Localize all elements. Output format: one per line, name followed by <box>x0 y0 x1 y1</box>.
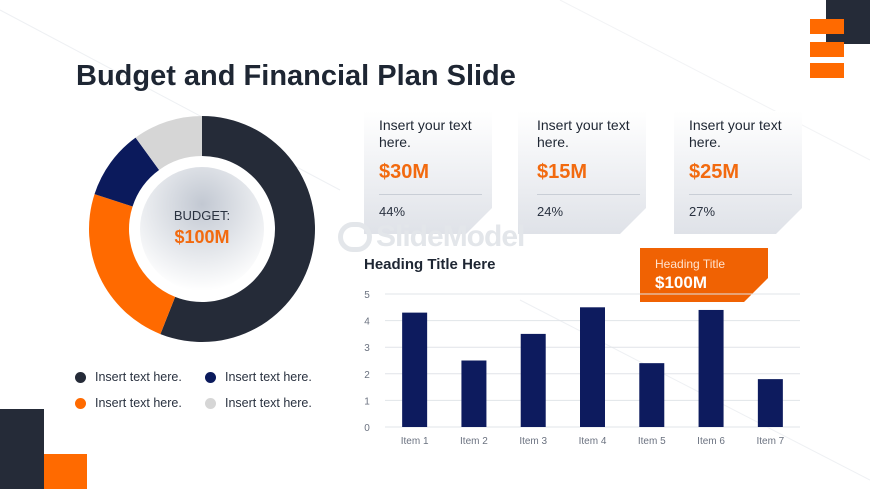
callout-label: Heading Title <box>655 257 726 271</box>
bar <box>639 363 665 427</box>
y-tick-label: 1 <box>364 396 370 407</box>
bar <box>402 312 428 427</box>
y-tick-label: 0 <box>364 423 370 434</box>
bar <box>520 333 546 427</box>
donut-segment <box>89 194 176 335</box>
y-tick-label: 4 <box>364 317 370 328</box>
legend-dot <box>205 371 216 383</box>
x-tick-label: Item 4 <box>579 436 607 447</box>
budget-value: $100M <box>174 227 230 247</box>
donut-segment <box>94 137 160 207</box>
card-value: $15M <box>537 161 588 183</box>
budget-donut-chart <box>89 116 316 342</box>
bar <box>580 307 605 427</box>
x-tick-label: Item 1 <box>401 436 429 447</box>
bar <box>698 309 724 427</box>
card-divider <box>379 194 482 195</box>
callout-value: $100M <box>655 273 707 292</box>
x-tick-label: Item 5 <box>638 436 666 447</box>
donut-center <box>140 167 264 291</box>
x-tick-label: Item 6 <box>697 436 725 447</box>
stat-card: Insert your text here. $30M 44% <box>364 111 492 234</box>
corner-block-orange-bottom <box>44 454 87 489</box>
card-percent: 27% <box>689 204 716 219</box>
legend-label: Insert text here. <box>225 396 312 410</box>
x-tick-label: Item 2 <box>460 436 488 447</box>
card-text: Insert your text here. <box>379 117 472 150</box>
legend-label: Insert text here. <box>225 370 312 384</box>
legend-item: Insert text here. <box>205 396 312 410</box>
legend-item: Insert text here. <box>75 370 182 384</box>
card-value: $30M <box>379 161 430 183</box>
card-value: $25M <box>689 161 740 183</box>
bar <box>757 379 783 427</box>
callout-badge: Heading Title $100M <box>640 248 768 302</box>
legend-dot <box>205 397 216 409</box>
stat-card: Insert your text here. $15M 24% <box>518 111 646 234</box>
card-percent: 24% <box>537 204 564 219</box>
stat-card: Insert your text here. $25M 27% <box>674 111 802 234</box>
legend-label: Insert text here. <box>95 370 182 384</box>
slide-title: Budget and Financial Plan Slide <box>76 60 516 92</box>
x-tick-label: Item 3 <box>519 436 547 447</box>
y-tick-label: 3 <box>364 343 370 354</box>
card-text: Insert your text here. <box>537 117 630 150</box>
watermark: SlideModel <box>376 220 525 253</box>
corner-block-orange-top-2 <box>810 42 844 57</box>
x-tick-label: Item 7 <box>756 436 784 447</box>
y-tick-label: 2 <box>364 370 370 381</box>
legend-dot <box>75 397 86 409</box>
bar <box>461 360 487 427</box>
watermark-logo-icon <box>338 222 372 252</box>
legend-item: Insert text here. <box>205 370 312 384</box>
corner-block-orange-top-1 <box>810 19 844 34</box>
y-tick-label: 5 <box>364 290 370 301</box>
card-percent: 44% <box>379 204 406 219</box>
donut-segment <box>160 116 316 342</box>
corner-block-dark-bottom <box>0 409 44 489</box>
chart-heading: Heading Title Here <box>364 256 496 273</box>
card-divider <box>537 194 640 195</box>
budget-label: BUDGET: <box>173 208 231 223</box>
card-divider <box>689 194 792 195</box>
legend-item: Insert text here. <box>75 396 182 410</box>
legend-dot <box>75 371 86 383</box>
card-text: Insert your text here. <box>689 117 782 150</box>
corner-block-orange-top-3 <box>810 63 844 78</box>
donut-segment <box>135 116 202 170</box>
budget-center: BUDGET: $100M <box>142 164 262 292</box>
bar-chart: 0 1 2 3 4 5 Item 1 Item 2 Item 3 Item 4 Item 5 Item… <box>364 290 800 447</box>
legend-label: Insert text here. <box>95 396 182 410</box>
